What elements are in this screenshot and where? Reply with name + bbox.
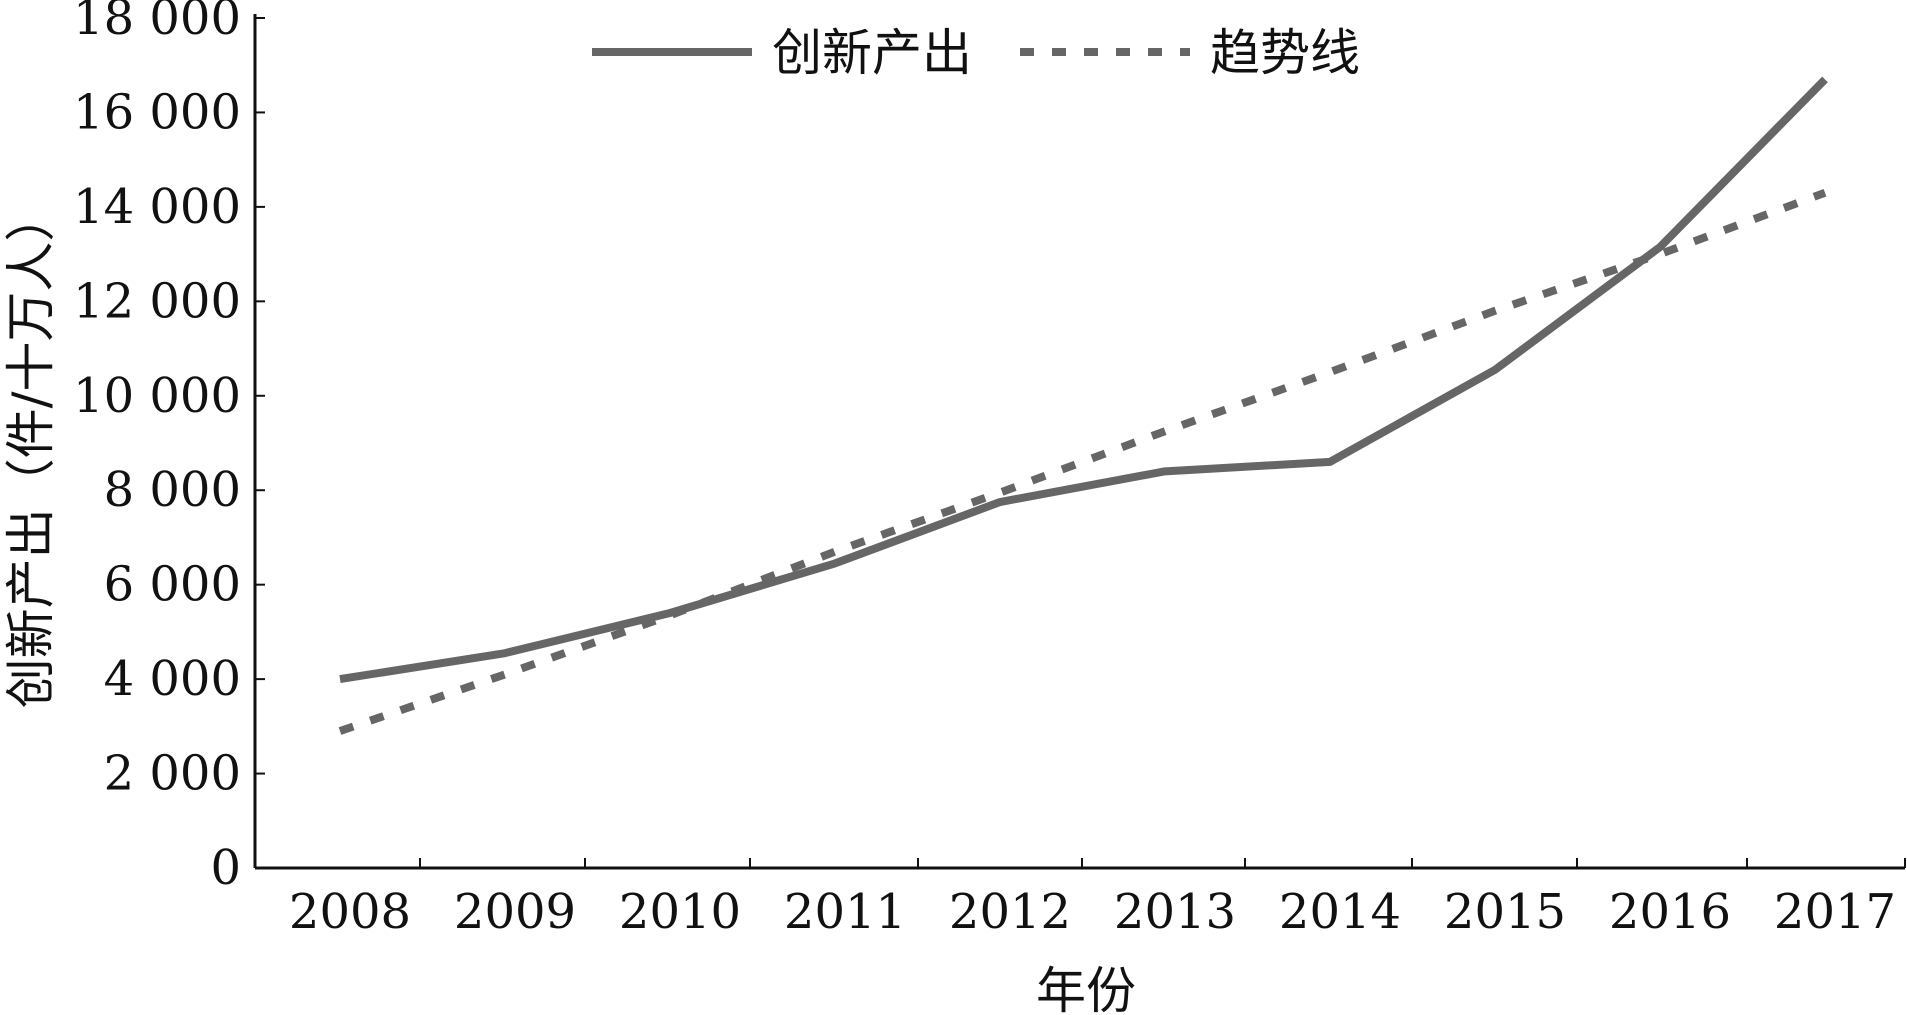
y-axis-title: 创新产出（件/十万人） (2, 192, 60, 709)
legend: 创新产出 趋势线 (592, 24, 1360, 82)
x-tick-label: 2010 (619, 884, 741, 940)
y-tick-label: 4 000 (104, 651, 241, 707)
series-line-trend (338, 188, 1827, 735)
legend-label-trend: 趋势线 (1210, 24, 1360, 82)
y-tick-label: 18 000 (73, 0, 241, 46)
y-axis: 0 2 000 4 000 6 000 8 000 10 000 12 000 14 000 1… (73, 0, 265, 896)
y-tick-label: 12 000 (73, 273, 241, 329)
x-tick-label: 2012 (949, 884, 1071, 940)
y-tick-label: 0 (210, 840, 241, 896)
x-tick-label: 2011 (784, 884, 906, 940)
x-tick-label: 2008 (289, 884, 411, 940)
series-layer (338, 76, 1828, 735)
x-tick-label: 2014 (1279, 884, 1401, 940)
y-tick-label: 6 000 (104, 557, 241, 613)
x-tick-label: 2016 (1609, 884, 1731, 940)
series-line-innovation-output (339, 76, 1828, 684)
x-tick-label: 2013 (1114, 884, 1236, 940)
x-axis: 2008 2009 2010 2011 2012 2013 2014 2015 2016 2017 (255, 858, 1906, 940)
x-tick-label: 2015 (1444, 884, 1566, 940)
x-tick-label: 2017 (1774, 884, 1896, 940)
legend-label-innovation-output: 创新产出 (772, 24, 972, 82)
x-axis-title: 年份 (1036, 962, 1136, 1015)
y-tick-label: 14 000 (73, 179, 241, 235)
y-tick-label: 16 000 (73, 84, 241, 140)
y-tick-label: 2 000 (104, 746, 241, 802)
y-tick-label: 8 000 (104, 462, 241, 518)
x-tick-label: 2009 (454, 884, 576, 940)
y-tick-label: 10 000 (73, 368, 241, 424)
